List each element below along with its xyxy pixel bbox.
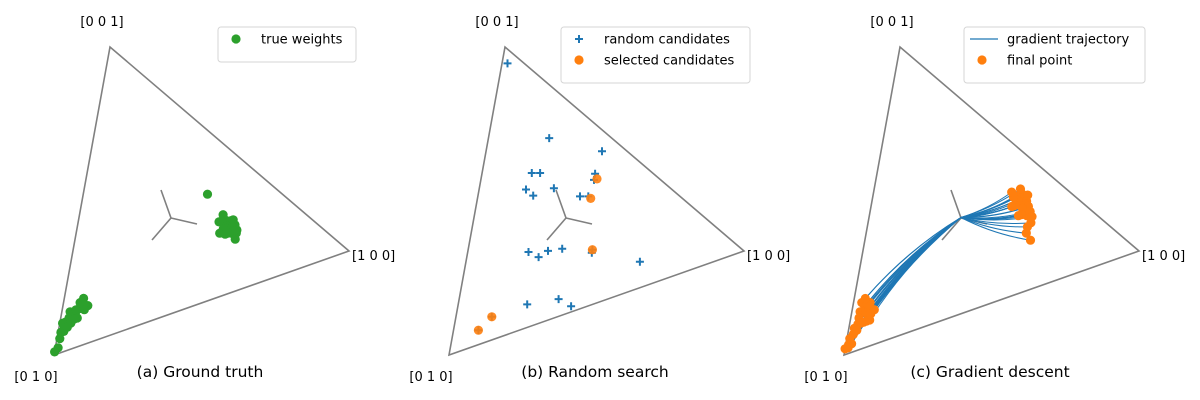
corner-label-right: [1 0 0] — [747, 249, 790, 264]
center-axis-line — [565, 217, 593, 225]
simplex-triangle — [447, 45, 746, 357]
random-candidates-point — [545, 134, 554, 143]
legend-label: true weights — [261, 33, 343, 48]
legend-marker — [575, 35, 583, 43]
legend-label: gradient trajectory — [1007, 33, 1129, 48]
gradient-trajectory-line — [866, 217, 962, 304]
selected-candidates-point — [587, 245, 598, 255]
random-candidates-point — [567, 302, 576, 311]
panel-caption: (a) Ground truth — [137, 363, 264, 381]
final-point-point — [1007, 201, 1017, 212]
final-point-point — [865, 315, 875, 325]
selected-candidates-point — [473, 325, 483, 335]
random-candidates-point — [635, 257, 644, 266]
random-candidates-point — [536, 169, 545, 177]
legend: gradient trajectory final point — [963, 26, 1146, 84]
simplex-triangle — [842, 45, 1141, 357]
center-axis-line — [160, 189, 172, 219]
gradient-trajectory-line — [960, 217, 1027, 234]
true-weights-point — [230, 234, 240, 244]
legend: true weights — [217, 26, 357, 63]
final-point-point — [1027, 212, 1037, 222]
gradient-trajectory-line — [869, 217, 962, 321]
legend-box — [963, 26, 1146, 84]
gradient-trajectory-line — [873, 217, 962, 310]
center-axis-line — [941, 217, 962, 241]
panel-random-search: [1 0 0] [0 1 0] [0 0 1] (b) Random search ra… — [409, 15, 790, 385]
final-point-point — [1023, 190, 1033, 200]
center-axis-line — [151, 217, 172, 241]
corner-label-top: [0 0 1] — [870, 15, 913, 30]
selected-candidates-point — [592, 174, 602, 184]
final-point-point — [869, 305, 879, 315]
random-candidates-point — [554, 295, 563, 304]
corner-label-right: [1 0 0] — [352, 249, 395, 264]
true-weights-point — [218, 210, 228, 220]
random-candidates-point — [524, 248, 533, 256]
final-point-point — [1015, 184, 1026, 194]
true-weights-point — [228, 215, 238, 225]
true-weights-point — [69, 314, 79, 324]
random-candidates-point — [558, 244, 567, 253]
random-candidates-point — [529, 191, 538, 200]
final-point-point — [860, 293, 870, 304]
center-axis-line — [950, 189, 962, 219]
final-point-point — [843, 343, 853, 353]
random-candidates-point — [522, 185, 530, 194]
random-candidates-point — [598, 147, 606, 156]
legend-label: final point — [1007, 54, 1072, 69]
true-weights-point — [55, 334, 65, 344]
final-point-point — [1025, 235, 1036, 245]
corner-label-bottom: [0 1 0] — [14, 370, 57, 385]
center-axis-line — [170, 217, 198, 225]
corner-label-top: [0 0 1] — [80, 15, 123, 30]
true-weights-point — [62, 322, 72, 332]
corner-label-top: [0 0 1] — [475, 15, 518, 30]
random-candidates-point — [544, 246, 552, 255]
random-candidates-point — [549, 184, 558, 193]
final-point-point — [1007, 187, 1017, 197]
final-point-point — [1013, 211, 1024, 221]
true-weights-point — [223, 228, 233, 238]
legend-label: selected candidates — [604, 54, 735, 69]
random-candidates-point — [534, 253, 543, 262]
gradient-trajectory-line — [864, 217, 962, 299]
true-weights-point — [202, 189, 213, 199]
center-axis-line — [546, 217, 567, 241]
legend: random candidates selected candidates — [560, 26, 751, 84]
random-candidates-point — [576, 192, 584, 201]
gradient-trajectory-line — [960, 217, 1031, 241]
legend-box — [217, 26, 357, 63]
true-weights-point — [79, 293, 89, 303]
panel-caption: (b) Random search — [521, 363, 668, 381]
gradient-trajectory-line — [866, 217, 962, 322]
final-point-point — [1021, 228, 1031, 238]
gradient-trajectory-line — [960, 217, 1031, 225]
random-candidates-point — [503, 59, 512, 68]
legend-marker — [231, 34, 241, 44]
corner-label-bottom: [0 1 0] — [804, 370, 847, 385]
selected-candidates-point — [586, 193, 596, 203]
corner-label-right: [1 0 0] — [1142, 249, 1185, 264]
legend-marker — [977, 55, 987, 65]
center-axis-line — [555, 189, 567, 219]
corner-label-bottom: [0 1 0] — [409, 370, 452, 385]
legend-marker — [574, 55, 584, 65]
panel-caption: (c) Gradient descent — [910, 363, 1069, 381]
random-candidates-point — [527, 169, 536, 177]
legend-box — [560, 26, 751, 84]
selected-candidates-point — [487, 312, 497, 322]
panel-gradient-descent: [1 0 0] [0 1 0] [0 0 1] (c) Gradient descen… — [804, 15, 1185, 385]
final-point-point — [852, 325, 862, 335]
panel-ground-truth: [1 0 0] [0 1 0] [0 0 1] (a) Ground truth tru… — [14, 15, 395, 385]
true-weights-point — [71, 305, 81, 315]
simplex-triangle — [52, 45, 351, 357]
random-candidates-point — [523, 300, 532, 309]
true-weights-point — [214, 217, 224, 227]
legend-label: random candidates — [604, 33, 730, 48]
true-weights-point — [50, 347, 60, 357]
